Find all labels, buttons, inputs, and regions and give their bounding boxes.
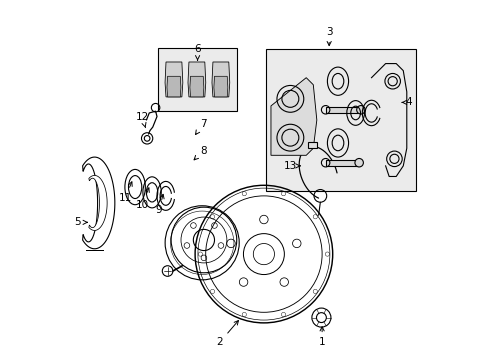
- Text: 2: 2: [216, 320, 238, 347]
- Bar: [307, 142, 316, 148]
- Text: 3: 3: [325, 27, 332, 46]
- Polygon shape: [213, 76, 227, 97]
- Text: 12: 12: [135, 112, 148, 128]
- Text: 10: 10: [135, 188, 149, 210]
- Text: 5: 5: [75, 217, 87, 227]
- Polygon shape: [211, 62, 229, 97]
- Circle shape: [354, 158, 363, 167]
- Text: 11: 11: [119, 182, 132, 203]
- Text: 6: 6: [194, 45, 201, 60]
- Polygon shape: [165, 62, 183, 97]
- Text: 7: 7: [195, 118, 206, 135]
- Circle shape: [356, 105, 365, 114]
- Polygon shape: [89, 175, 107, 230]
- Polygon shape: [270, 78, 316, 155]
- Text: 13: 13: [283, 161, 300, 171]
- Bar: [325, 159, 358, 166]
- Polygon shape: [189, 76, 203, 97]
- Bar: [265, 49, 415, 190]
- Polygon shape: [187, 62, 205, 97]
- Text: 8: 8: [194, 146, 206, 160]
- Bar: [325, 107, 360, 113]
- Text: 4: 4: [402, 98, 411, 107]
- Bar: [158, 48, 237, 111]
- Text: 9: 9: [156, 194, 164, 215]
- Polygon shape: [166, 76, 181, 97]
- Text: 1: 1: [318, 327, 325, 347]
